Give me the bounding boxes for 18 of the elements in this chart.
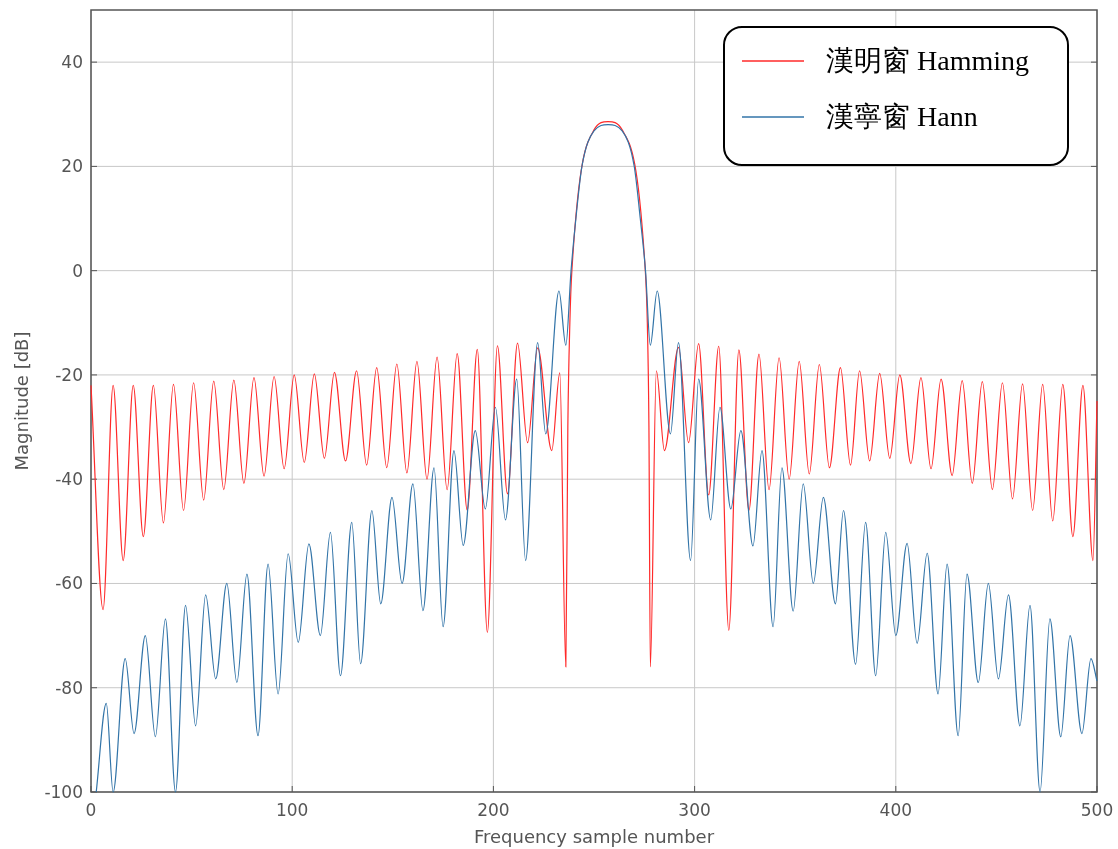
- y-tick-label: -60: [55, 573, 83, 594]
- y-tick-label: 40: [61, 52, 83, 73]
- y-axis-title: Magnitude [dB]: [11, 331, 32, 471]
- y-tick-label: -80: [55, 677, 83, 698]
- x-tick-label: 400: [879, 800, 913, 820]
- x-tick-label: 0: [85, 800, 97, 820]
- x-tick-label: 500: [1080, 800, 1114, 820]
- y-tick-label: -20: [55, 364, 83, 385]
- y-tick-label: -100: [44, 782, 83, 802]
- legend-label: 漢寧窗 Hann: [826, 101, 978, 132]
- legend-label: 漢明窗 Hamming: [826, 45, 1029, 76]
- x-tick-label: 100: [275, 800, 309, 820]
- y-tick-label: 0: [72, 260, 83, 281]
- y-tick-label: 20: [61, 156, 83, 177]
- x-tick-label: 300: [678, 800, 711, 820]
- x-tick-label: 200: [477, 800, 510, 820]
- y-tick-label: -40: [55, 469, 83, 490]
- x-axis-title: Frequency sample number: [473, 826, 715, 847]
